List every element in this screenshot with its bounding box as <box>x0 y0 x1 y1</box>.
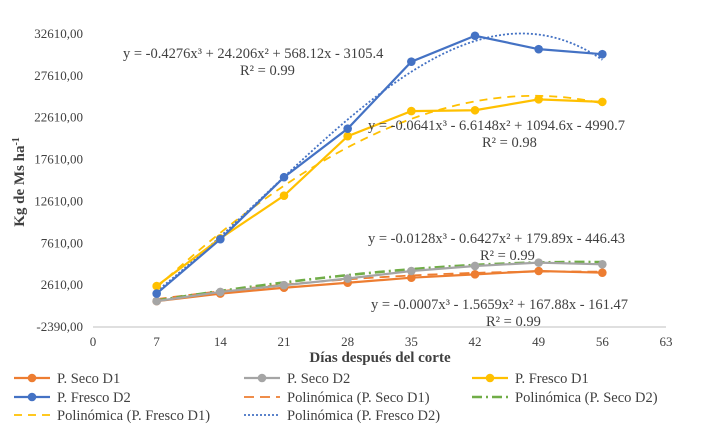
series-3-point <box>407 106 416 116</box>
trend-r-squared: R² = 0.99 <box>486 314 541 330</box>
y-tick-label: 7610,00 <box>41 235 83 250</box>
trend-equation: y = -0.0128x³ - 0.6427x² + 179.89x - 446… <box>368 231 625 247</box>
series-3-point <box>534 95 543 104</box>
legend-entry-label: P. Fresco D1 <box>515 371 589 387</box>
y-axis-label: Kg de Ms ha-1 <box>11 137 29 227</box>
series-4-point <box>534 44 543 54</box>
legend-marker <box>257 373 267 383</box>
y-tick-label: 27610,00 <box>34 68 83 83</box>
x-tick-label: 56 <box>596 334 610 349</box>
y-axis-label-main: Kg de Ms ha <box>12 145 28 227</box>
series-3-point <box>598 97 607 107</box>
y-tick-label: 12610,00 <box>34 193 83 208</box>
series-2-point <box>152 296 161 306</box>
series-3-point <box>343 131 352 141</box>
trend-r-squared: R² = 0.99 <box>480 248 535 264</box>
series-1-point <box>407 273 416 282</box>
y-axis-label-exponent: -1 <box>11 137 22 145</box>
x-tick-label: 7 <box>153 334 160 349</box>
legend-entry-label: P. Seco D2 <box>287 371 350 387</box>
y-tick-label: 2610,00 <box>41 277 83 292</box>
series-3-point <box>152 281 161 291</box>
series-4-point <box>598 49 607 59</box>
trendline-3 <box>156 94 603 289</box>
y-tick-label: 32610,00 <box>34 26 83 41</box>
series-2-point <box>407 266 416 276</box>
y-tick-label: -2390,00 <box>36 319 83 334</box>
x-tick-label: 21 <box>278 334 291 349</box>
trend-r-squared: R² = 0.98 <box>482 135 537 151</box>
trendline-4 <box>156 32 603 292</box>
series-4-point <box>407 57 416 67</box>
x-tick-label: 42 <box>469 334 482 349</box>
series-2-point <box>534 258 543 267</box>
y-tick-label: 17610,00 <box>34 152 83 167</box>
legend-entry-label: Polinómica (P. Fresco D1) <box>57 408 210 424</box>
annotation-layer: y = -0.4276x³ + 24.206x² + 568.12x - 310… <box>123 46 628 330</box>
legend-entry-label: P. Seco D1 <box>57 371 120 387</box>
x-axis-label: Días después del corte <box>309 350 451 366</box>
series-3-point <box>279 191 289 200</box>
series-1-point <box>470 270 480 279</box>
series-line-4 <box>155 34 603 295</box>
legend-entry-label: Polinómica (P. Seco D1) <box>287 390 430 406</box>
series-4-point <box>216 234 225 244</box>
series-1-point <box>534 266 543 276</box>
series-4-point <box>279 172 289 182</box>
trend-equation: y = -0.0641x³ - 6.6148x² + 1094.6x - 499… <box>368 118 625 134</box>
series-2-point <box>470 261 480 271</box>
series-4-point <box>343 124 352 133</box>
x-tick-label: 0 <box>90 334 97 349</box>
legend-entry-label: Polinómica (P. Fresco D2) <box>287 408 440 424</box>
legend-marker <box>485 373 495 383</box>
series-2-point <box>598 259 607 269</box>
series-2-point <box>216 287 225 297</box>
x-tick-label: 14 <box>214 334 228 349</box>
x-tick-label: 49 <box>532 334 545 349</box>
legend-marker <box>27 373 37 383</box>
series-2-point <box>279 280 289 290</box>
series-4-point <box>470 31 480 41</box>
legend-entry-label: Polinómica (P. Seco D2) <box>515 390 658 406</box>
legend: P. Seco D1 P. Seco D2 P. Fresco D1 P. Fresc… <box>14 371 658 424</box>
series-line-3 <box>156 98 603 287</box>
series-2-point <box>343 274 352 283</box>
series-3-point <box>470 105 480 115</box>
x-tick-label: 63 <box>660 334 673 349</box>
axis-ticks: -2390,00 2610,00 7610,00 12610,00 17610,00 22… <box>34 26 672 349</box>
trend-equation: y = -0.0007x³ - 1.5659x² + 167.88x - 161… <box>371 297 628 313</box>
y-tick-label: 22610,00 <box>34 110 83 125</box>
trend-equation: y = -0.4276x³ + 24.206x² + 568.12x - 310… <box>123 46 384 62</box>
legend-entry-label: P. Fresco D2 <box>57 390 131 406</box>
series-line-1 <box>156 269 603 303</box>
legend-marker <box>27 392 37 402</box>
series-1-point <box>598 268 607 277</box>
series-layer <box>152 31 607 306</box>
x-tick-label: 28 <box>341 334 354 349</box>
series-4-point <box>152 289 161 298</box>
x-tick-label: 35 <box>405 334 418 349</box>
trend-r-squared: R² = 0.99 <box>240 63 295 79</box>
series-line-2 <box>156 261 603 303</box>
trendline-2 <box>156 260 603 302</box>
